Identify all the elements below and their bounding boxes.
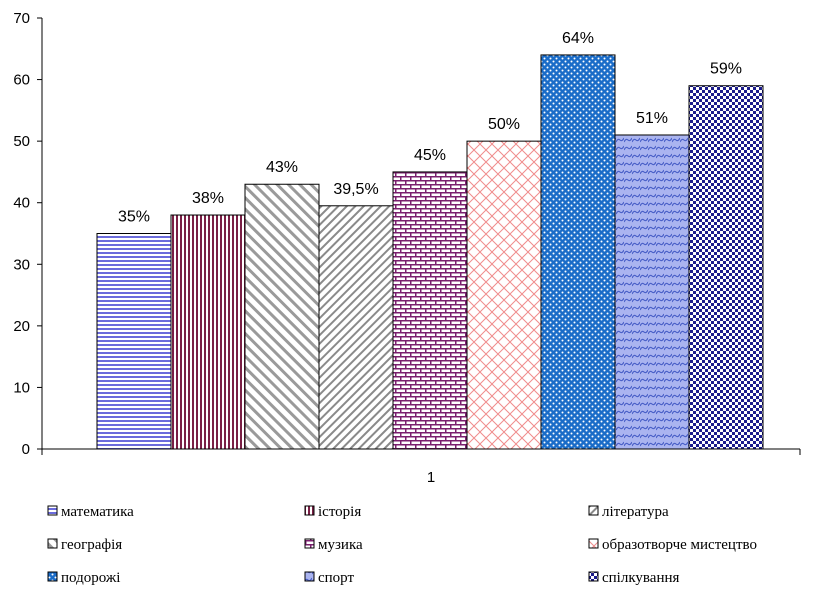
legend-swatch xyxy=(304,571,315,582)
data-label: 45% xyxy=(414,147,446,164)
legend-label: математика xyxy=(61,504,134,520)
bar-8 xyxy=(614,134,690,450)
legend-label: спілкування xyxy=(602,570,680,586)
y-tick-label: 60 xyxy=(13,72,30,89)
legend: математика історія література географія музи… xyxy=(47,504,757,586)
data-label: 38% xyxy=(192,190,224,207)
legend-swatch xyxy=(47,505,58,516)
bar-5 xyxy=(392,171,468,450)
bar-3 xyxy=(244,183,320,450)
bar-9 xyxy=(688,85,764,450)
bar-6 xyxy=(466,140,542,450)
y-tick-label: 40 xyxy=(13,195,30,212)
legend-swatch xyxy=(47,538,58,549)
x-tick-label: 1 xyxy=(427,469,435,486)
legend-swatch xyxy=(588,538,599,549)
data-label: 39,5% xyxy=(333,181,378,198)
y-tick-label: 10 xyxy=(13,379,30,396)
y-tick-label: 30 xyxy=(13,256,30,273)
legend-swatch xyxy=(588,505,599,516)
data-label: 51% xyxy=(636,110,668,127)
legend-label: подорожі xyxy=(61,570,120,586)
legend-label: література xyxy=(602,504,669,520)
bar-4 xyxy=(318,205,394,450)
bar-7 xyxy=(540,54,616,450)
data-label: 59% xyxy=(710,61,742,78)
y-tick-label: 0 xyxy=(22,441,30,458)
data-labels: 35% 38% 43% 39,5% 45% 50% 64% 51% 59% xyxy=(118,30,742,226)
legend-swatch xyxy=(588,571,599,582)
legend-swatch xyxy=(304,505,315,516)
data-label: 43% xyxy=(266,159,298,176)
legend-label: географія xyxy=(61,537,122,553)
data-label: 35% xyxy=(118,209,150,226)
legend-swatch xyxy=(304,538,315,549)
y-tick-label: 70 xyxy=(13,10,30,27)
data-label: 50% xyxy=(488,116,520,133)
y-tick-label: 50 xyxy=(13,133,30,150)
data-label: 64% xyxy=(562,30,594,47)
legend-label: музика xyxy=(318,537,363,553)
legend-swatch xyxy=(47,571,58,582)
bars xyxy=(96,54,764,450)
legend-label: спорт xyxy=(318,570,354,586)
bar-2 xyxy=(170,214,246,450)
bar-1 xyxy=(96,233,172,450)
legend-label: історія xyxy=(318,504,361,520)
legend-label: образотворче мистецтво xyxy=(602,537,757,553)
y-tick-label: 20 xyxy=(13,318,30,335)
